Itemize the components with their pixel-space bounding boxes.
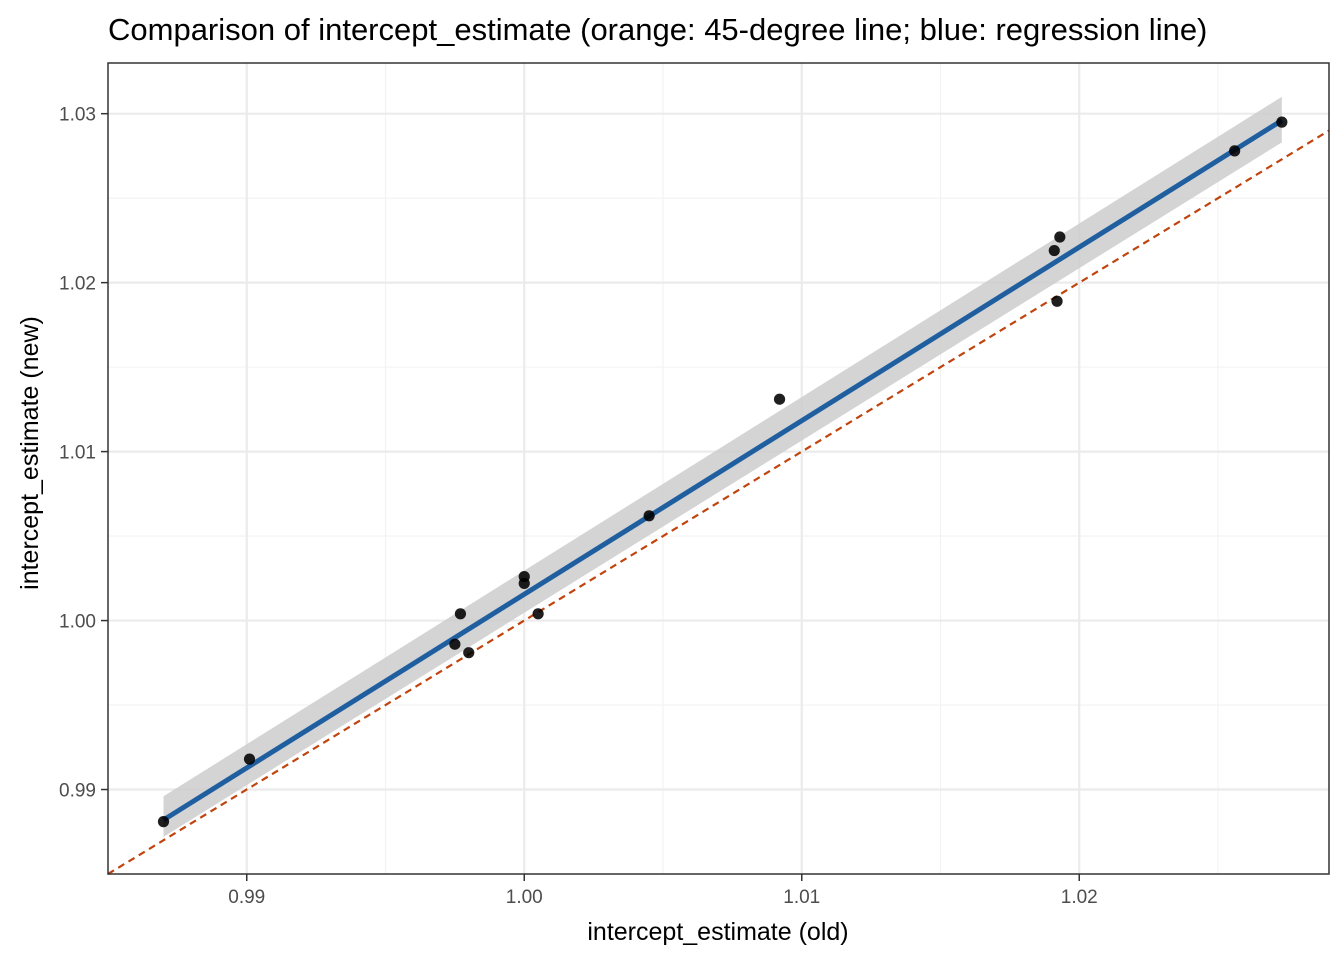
- confidence-band: [163, 96, 1282, 837]
- x-tick-label: 0.99: [228, 887, 265, 908]
- data-point: [157, 816, 170, 828]
- data-point: [1048, 244, 1060, 257]
- data-point: [1276, 116, 1288, 128]
- x-tick-label: 1.00: [506, 887, 543, 908]
- x-axis-ticks: 0.99 1.00 1.01 1.02: [228, 874, 1098, 908]
- data-points: [157, 116, 1288, 828]
- data-point: [1054, 231, 1066, 243]
- y-tick-label: 1.02: [59, 274, 96, 295]
- data-point: [1051, 295, 1063, 307]
- data-point: [243, 753, 256, 765]
- regression-confidence-band: [163, 96, 1282, 837]
- y-tick-label: 1.03: [59, 105, 96, 126]
- y-axis-title: intercept_estimate (new): [16, 316, 44, 590]
- data-point: [449, 638, 461, 650]
- y-tick-label: 0.99: [59, 781, 96, 802]
- data-point: [1229, 145, 1241, 157]
- regression-line: [162, 118, 1284, 823]
- y-axis-ticks: 0.99 1.00 1.01 1.02 1.03: [59, 105, 108, 802]
- plot-frame: [107, 62, 1330, 875]
- chart-lines: [107, 118, 1330, 875]
- x-tick-label: 1.02: [1061, 887, 1098, 908]
- data-point: [532, 608, 544, 620]
- data-point: [454, 608, 467, 620]
- reference-45-degree-line: [107, 129, 1330, 875]
- x-tick-label: 1.01: [783, 887, 820, 908]
- data-point: [773, 393, 786, 405]
- data-point: [463, 647, 475, 659]
- y-tick-label: 1.01: [59, 443, 96, 464]
- grid-lines: [107, 63, 1329, 875]
- y-tick-label: 1.00: [59, 612, 96, 633]
- chart-title: Comparison of intercept_estimate (orange…: [108, 12, 1207, 47]
- data-point: [643, 510, 655, 522]
- plot-border: [107, 62, 1330, 875]
- data-point: [518, 577, 530, 589]
- x-axis-title: intercept_estimate (old): [587, 918, 848, 946]
